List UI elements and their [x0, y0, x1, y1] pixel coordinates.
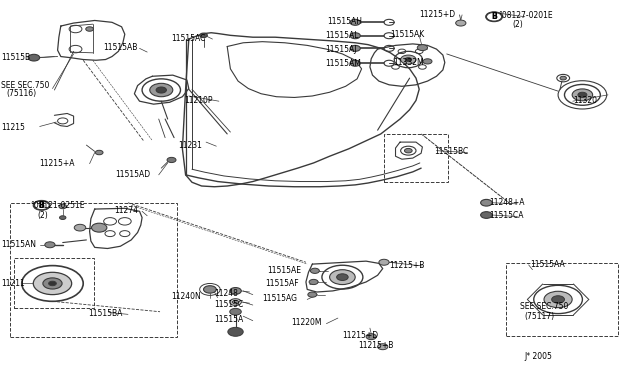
Circle shape — [417, 45, 428, 51]
Bar — [506, 263, 618, 336]
Text: 11515B: 11515B — [1, 53, 31, 62]
Text: 11515C: 11515C — [214, 300, 244, 309]
Text: 11515BA: 11515BA — [88, 309, 123, 318]
Text: 11320: 11320 — [573, 96, 596, 105]
Text: 11515CA: 11515CA — [490, 211, 524, 220]
Circle shape — [572, 89, 593, 101]
Circle shape — [350, 19, 360, 25]
Text: 11215+D: 11215+D — [342, 331, 378, 340]
Circle shape — [337, 274, 348, 280]
Text: SEE SEC.750: SEE SEC.750 — [1, 81, 50, 90]
Circle shape — [404, 148, 412, 153]
Text: °08127-0201E: °08127-0201E — [498, 11, 552, 20]
Circle shape — [230, 288, 241, 294]
Text: 11215: 11215 — [1, 123, 25, 132]
Circle shape — [405, 58, 412, 61]
Text: 11515A: 11515A — [214, 315, 244, 324]
Text: B: B — [492, 12, 497, 21]
Circle shape — [481, 212, 492, 218]
Text: 11515AM: 11515AM — [325, 60, 361, 68]
Text: 11515AL: 11515AL — [325, 31, 358, 40]
Text: (75116): (75116) — [6, 89, 36, 98]
Text: 11215+A: 11215+A — [40, 159, 75, 168]
Text: B: B — [39, 201, 44, 210]
Text: 11515AA: 11515AA — [530, 260, 564, 269]
Text: 11515AG: 11515AG — [262, 294, 298, 303]
Circle shape — [167, 157, 176, 163]
Circle shape — [74, 224, 86, 231]
Bar — [10, 203, 177, 337]
Circle shape — [49, 281, 56, 286]
Circle shape — [350, 45, 360, 51]
Text: 11210P: 11210P — [184, 96, 213, 105]
Circle shape — [43, 278, 62, 289]
Bar — [384, 134, 448, 182]
Circle shape — [330, 270, 355, 285]
Circle shape — [150, 83, 173, 97]
Circle shape — [86, 27, 93, 31]
Text: 11515AB: 11515AB — [104, 43, 138, 52]
Text: °08121-0251E: °08121-0251E — [31, 201, 85, 210]
Circle shape — [350, 33, 360, 39]
Circle shape — [552, 296, 564, 303]
Circle shape — [366, 334, 376, 340]
Text: 11515AJ: 11515AJ — [325, 45, 356, 54]
Text: 11215+D: 11215+D — [419, 10, 455, 19]
Text: 11515AH: 11515AH — [328, 17, 363, 26]
Text: (75117): (75117) — [525, 312, 555, 321]
Circle shape — [578, 92, 587, 97]
Text: 11211: 11211 — [1, 279, 25, 288]
Text: 11248: 11248 — [214, 289, 238, 298]
Text: J* 2005: J* 2005 — [525, 352, 553, 361]
Text: 11515AD: 11515AD — [115, 170, 150, 179]
Text: 11215+B: 11215+B — [358, 341, 394, 350]
Text: 11515AN: 11515AN — [1, 240, 36, 249]
Circle shape — [92, 223, 107, 232]
Circle shape — [33, 272, 72, 295]
Text: 11220M: 11220M — [291, 318, 322, 327]
Text: 11332M: 11332M — [394, 58, 424, 67]
Circle shape — [560, 76, 566, 80]
Circle shape — [228, 327, 243, 336]
Text: SEE SEC.750: SEE SEC.750 — [520, 302, 568, 311]
Circle shape — [401, 55, 416, 64]
Text: 11515BC: 11515BC — [434, 147, 468, 156]
Circle shape — [481, 199, 492, 206]
Text: 11515AK: 11515AK — [390, 30, 425, 39]
Text: B: B — [39, 201, 44, 210]
Circle shape — [200, 33, 207, 38]
Circle shape — [544, 291, 572, 308]
Circle shape — [310, 268, 319, 273]
Text: 11248+A: 11248+A — [490, 198, 525, 207]
Text: 11240N: 11240N — [172, 292, 201, 301]
Circle shape — [156, 87, 166, 93]
Circle shape — [456, 20, 466, 26]
Circle shape — [28, 54, 40, 61]
Circle shape — [379, 259, 389, 265]
Circle shape — [45, 242, 55, 248]
Text: 11515AC: 11515AC — [172, 34, 206, 43]
Circle shape — [60, 216, 66, 219]
Circle shape — [309, 279, 318, 285]
Circle shape — [232, 300, 239, 304]
Text: 11215+B: 11215+B — [389, 261, 424, 270]
Circle shape — [95, 150, 103, 155]
Circle shape — [378, 344, 388, 350]
Circle shape — [308, 292, 317, 297]
Text: 11515AE: 11515AE — [268, 266, 301, 275]
Circle shape — [423, 59, 432, 64]
Circle shape — [59, 204, 67, 209]
Text: 11515AF: 11515AF — [266, 279, 300, 288]
Circle shape — [350, 60, 360, 66]
Text: (2): (2) — [512, 20, 523, 29]
Text: 11231: 11231 — [178, 141, 202, 150]
Text: 11274: 11274 — [114, 206, 138, 215]
Text: (2): (2) — [37, 211, 48, 219]
Bar — [14, 258, 94, 308]
Circle shape — [204, 286, 216, 293]
Text: B: B — [492, 12, 497, 21]
Circle shape — [230, 308, 241, 315]
